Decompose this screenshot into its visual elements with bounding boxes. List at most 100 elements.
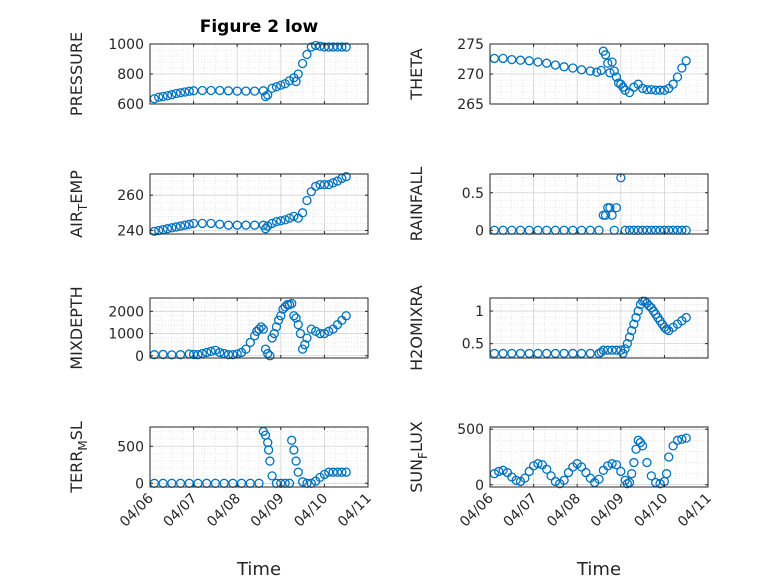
data-point	[332, 467, 343, 477]
data-point	[280, 215, 290, 225]
axes-box	[149, 173, 369, 235]
data-point	[306, 42, 316, 52]
data-point	[651, 85, 661, 95]
data-point	[284, 213, 295, 223]
data-point	[297, 208, 308, 218]
data-point	[300, 340, 310, 350]
data-point	[260, 224, 271, 234]
data-point	[603, 58, 613, 68]
y-axis-label: SUNFLUX	[407, 421, 430, 493]
y-axis-label: THETA	[407, 48, 426, 100]
x-tick-label: 04/10	[631, 491, 671, 531]
subplot-terr-msl: 0 500 TERRMSL 04/06 04/07 04/08 04/09 04/10 04/1…	[67, 421, 375, 580]
data-point	[646, 471, 656, 481]
data-point	[598, 345, 609, 355]
data-point	[271, 216, 282, 227]
data-point	[241, 86, 251, 96]
data-point	[622, 338, 632, 349]
minor-grid	[149, 427, 369, 487]
data-point	[672, 72, 683, 82]
data-point	[642, 457, 652, 468]
subplot-theta: 265 270 275 THETA	[407, 37, 709, 113]
data-point	[664, 452, 674, 462]
data-point	[498, 53, 508, 64]
series-rainfall	[489, 173, 691, 235]
data-point	[624, 332, 635, 342]
data-point	[661, 324, 672, 334]
data-point	[337, 42, 347, 52]
data-point	[681, 433, 691, 443]
y-axis-label: H2OMIXRA	[407, 285, 426, 371]
data-point	[175, 221, 186, 231]
data-point	[197, 85, 207, 96]
data-point	[267, 471, 277, 481]
data-point	[276, 216, 286, 226]
axes-box	[489, 297, 709, 359]
y-tick-label: 0.5	[462, 186, 484, 202]
data-point	[171, 88, 181, 99]
data-point	[241, 220, 251, 230]
data-point	[585, 348, 595, 359]
data-point	[672, 435, 683, 445]
data-point	[295, 328, 306, 339]
data-point	[542, 58, 552, 68]
data-point	[267, 83, 277, 93]
y-axis-label: AIRTEMP	[67, 170, 90, 238]
data-point	[611, 203, 622, 213]
data-point	[232, 220, 242, 230]
data-point	[620, 344, 630, 354]
data-point	[498, 465, 508, 475]
data-point	[633, 306, 643, 316]
data-point	[576, 348, 587, 359]
axes-box	[489, 173, 709, 235]
data-point	[542, 464, 552, 474]
data-point	[302, 49, 312, 60]
data-point	[206, 346, 216, 356]
data-point	[267, 218, 277, 229]
data-point	[603, 345, 613, 355]
data-point	[332, 42, 343, 52]
axes-box	[489, 426, 709, 488]
data-point	[341, 467, 351, 477]
y-tick-label: 500	[457, 422, 484, 438]
y-axis-label: MIXDEPTH	[67, 286, 86, 369]
data-point	[592, 67, 602, 77]
data-point	[528, 461, 539, 471]
data-point	[306, 324, 316, 334]
y-axis-label: RAINFALL	[407, 167, 426, 242]
data-point	[559, 475, 569, 485]
data-point	[576, 65, 587, 75]
data-point	[603, 461, 613, 471]
data-point	[293, 69, 303, 79]
data-point	[302, 195, 312, 206]
data-point	[341, 311, 351, 321]
data-point	[184, 219, 194, 229]
data-point	[328, 178, 338, 188]
data-point	[188, 218, 199, 229]
y-tick-label: 240	[117, 223, 144, 239]
data-point	[328, 467, 338, 477]
data-point	[568, 63, 578, 73]
data-point	[223, 86, 234, 96]
data-point	[568, 348, 578, 359]
data-point	[267, 333, 277, 343]
x-axis-label: Time	[576, 559, 621, 580]
x-tick-label: 04/07	[501, 491, 541, 531]
subplot-pressure: 600 800 1000 PRESSURE Figure 2 low	[67, 17, 369, 116]
minor-grid	[489, 174, 709, 234]
axes-box	[149, 297, 369, 359]
data-point	[249, 220, 260, 230]
data-point	[324, 326, 334, 336]
series-h2omixra	[489, 296, 691, 359]
data-point	[162, 91, 173, 101]
data-point	[167, 223, 177, 233]
data-point	[254, 324, 264, 334]
data-point	[324, 179, 334, 190]
data-point	[507, 348, 517, 359]
x-tick-label: 04/09	[588, 491, 628, 531]
data-point	[324, 467, 334, 477]
data-point	[507, 54, 517, 65]
data-point	[659, 85, 670, 95]
subplot-rainfall: 0 0.5 RAINFALL	[407, 167, 709, 242]
data-point	[249, 86, 260, 96]
